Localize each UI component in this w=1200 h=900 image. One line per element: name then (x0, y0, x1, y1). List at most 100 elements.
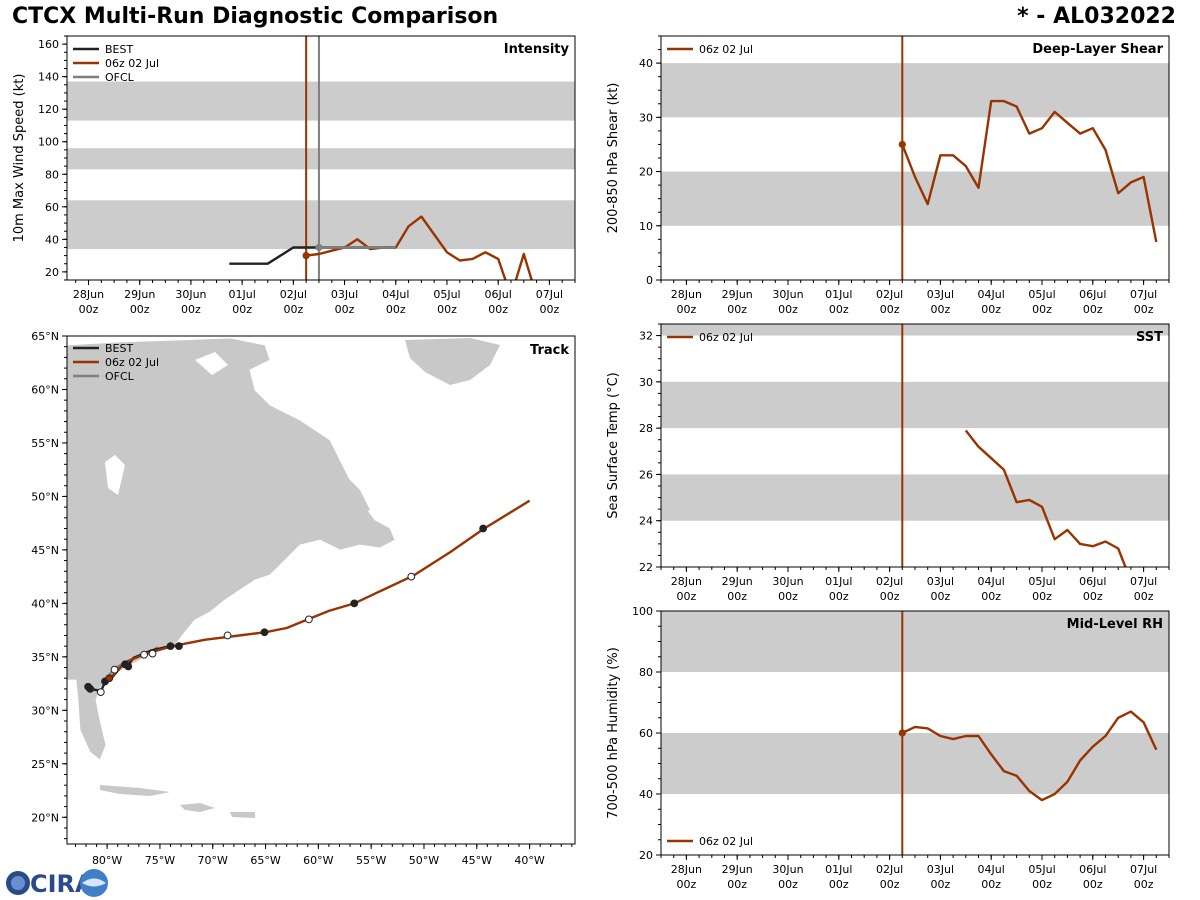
marker-ofcl (315, 243, 323, 252)
map-land (67, 337, 500, 818)
y-tick-label: 40 (639, 57, 653, 70)
x-tick-label-date: 30Jun (772, 288, 803, 301)
x-tick-label-date: 06Jul (1079, 575, 1106, 588)
panel-title: Mid-Level RH (1067, 617, 1163, 632)
x-tick-label-hour: 00z (677, 878, 697, 891)
x-tick-label-date: 01Jul (825, 575, 852, 588)
y-tick-label: 55°N (31, 437, 59, 450)
x-tick-label-date: 30Jun (772, 863, 803, 876)
y-axis-label: 200-850 hPa Shear (kt) (606, 83, 621, 234)
x-tick-label-hour: 00z (727, 590, 747, 603)
x-tick-label-hour: 00z (488, 303, 508, 316)
x-tick-label-date: 30Jun (772, 575, 803, 588)
legend-label: BEST (105, 43, 133, 56)
y-tick-label: 45°N (31, 544, 59, 557)
marker-run (898, 729, 906, 737)
x-tick-label-hour: 00z (727, 878, 747, 891)
x-tick-label: 75°W (145, 854, 175, 867)
x-tick-label-date: 01Jul (825, 288, 852, 301)
y-tick-label: 0 (646, 274, 653, 287)
track-point (96, 688, 105, 697)
y-tick-label: 28 (639, 422, 653, 435)
x-tick-label: 70°W (198, 854, 228, 867)
plot-frame (660, 323, 1170, 568)
x-tick-label-hour: 00z (335, 303, 355, 316)
plot-area (67, 36, 575, 280)
track-point (479, 524, 488, 533)
panel-title: Intensity (504, 42, 570, 57)
threshold-band-1 (661, 381, 1169, 429)
panel-sst: 22 24 26 28 30 32 28Jun 00z 29Jun 00z 30Jun 00z 01Ju… (606, 323, 1170, 603)
y-tick-label: 20 (639, 166, 653, 179)
threshold-band-0 (661, 474, 1169, 521)
x-tick-label-date: 04Jul (978, 288, 1005, 301)
plot-area (661, 611, 1169, 855)
x-tick-label-hour: 00z (829, 303, 849, 316)
legend-label: BEST (105, 342, 133, 355)
track-point (86, 685, 95, 693)
x-tick-label-hour: 00z (829, 878, 849, 891)
x-tick-label-date: 28Jun (671, 575, 702, 588)
x-tick-label-hour: 00z (880, 878, 900, 891)
series-line-run (964, 429, 1127, 567)
x-tick-label-date: 07Jul (1130, 288, 1157, 301)
y-tick-label: 22 (639, 561, 653, 574)
track-point (304, 615, 313, 624)
y-tick-label: 40 (45, 233, 59, 246)
x-tick-label: 80°W (92, 854, 122, 867)
y-tick-label: 30°N (31, 704, 59, 717)
x-tick-label-date: 29Jun (722, 288, 753, 301)
x-tick-label-date: 07Jul (1130, 575, 1157, 588)
track-point (140, 650, 148, 659)
x-tick-label-hour: 00z (1134, 303, 1154, 316)
legend-label: OFCL (105, 370, 135, 383)
y-axis-label: 700-500 hPa Humidity (%) (606, 647, 621, 819)
track-plot-area (84, 499, 531, 697)
x-tick-label-date: 29Jun (722, 575, 753, 588)
x-tick-label-hour: 00z (283, 303, 303, 316)
storm-id: * - AL032022 (1017, 4, 1176, 29)
x-tick-label-hour: 00z (540, 303, 560, 316)
threshold-band-2 (67, 81, 575, 121)
x-tick-label-date: 05Jul (1028, 575, 1055, 588)
legend-label: 06z 02 Jul (699, 835, 753, 848)
x-tick-label: 60°W (303, 854, 333, 867)
threshold-band-2 (661, 324, 1169, 336)
x-tick-label-hour: 00z (931, 878, 951, 891)
y-tick-label: 30 (639, 376, 653, 389)
cira-logo: CIRA (6, 869, 108, 898)
y-tick-label: 100 (38, 136, 59, 149)
x-tick-label-hour: 00z (1032, 878, 1052, 891)
threshold-band-1 (661, 611, 1169, 672)
x-tick-label-hour: 00z (880, 590, 900, 603)
plot-area (661, 324, 1169, 567)
panel-title: Track (530, 343, 569, 358)
marker-run (898, 140, 906, 149)
legend-label: 06z 02 Jul (699, 43, 753, 56)
x-tick-label-hour: 00z (677, 303, 697, 316)
y-tick-label: 65°N (31, 330, 59, 343)
x-tick-label-date: 05Jul (433, 288, 460, 301)
x-tick-label-date: 03Jul (331, 288, 358, 301)
track-point (166, 642, 175, 651)
x-tick-label-hour: 00z (931, 303, 951, 316)
threshold-band-0 (661, 171, 1169, 226)
threshold-band-1 (67, 148, 575, 170)
threshold-band-0 (67, 200, 575, 250)
y-tick-label: 40 (639, 788, 653, 801)
x-tick-label-hour: 00z (981, 303, 1001, 316)
x-tick-label: 65°W (250, 854, 280, 867)
x-tick-label-date: 03Jul (927, 863, 954, 876)
x-tick-label-hour: 00z (981, 878, 1001, 891)
x-tick-label-date: 01Jul (825, 863, 852, 876)
x-tick-label-hour: 00z (1032, 303, 1052, 316)
y-tick-label: 32 (639, 330, 653, 343)
x-tick-label: 50°W (409, 854, 439, 867)
panel-intensity: 20 40 60 80 100 120 140 160 28Jun 00z 29Jun 00z 30Ju… (12, 35, 576, 316)
y-tick-label: 20 (45, 266, 59, 279)
y-tick-label: 160 (38, 38, 59, 51)
x-tick-label-hour: 00z (181, 303, 201, 316)
y-tick-label: 35°N (31, 651, 59, 664)
y-tick-label: 50°N (31, 490, 59, 503)
y-tick-label: 26 (639, 468, 653, 481)
